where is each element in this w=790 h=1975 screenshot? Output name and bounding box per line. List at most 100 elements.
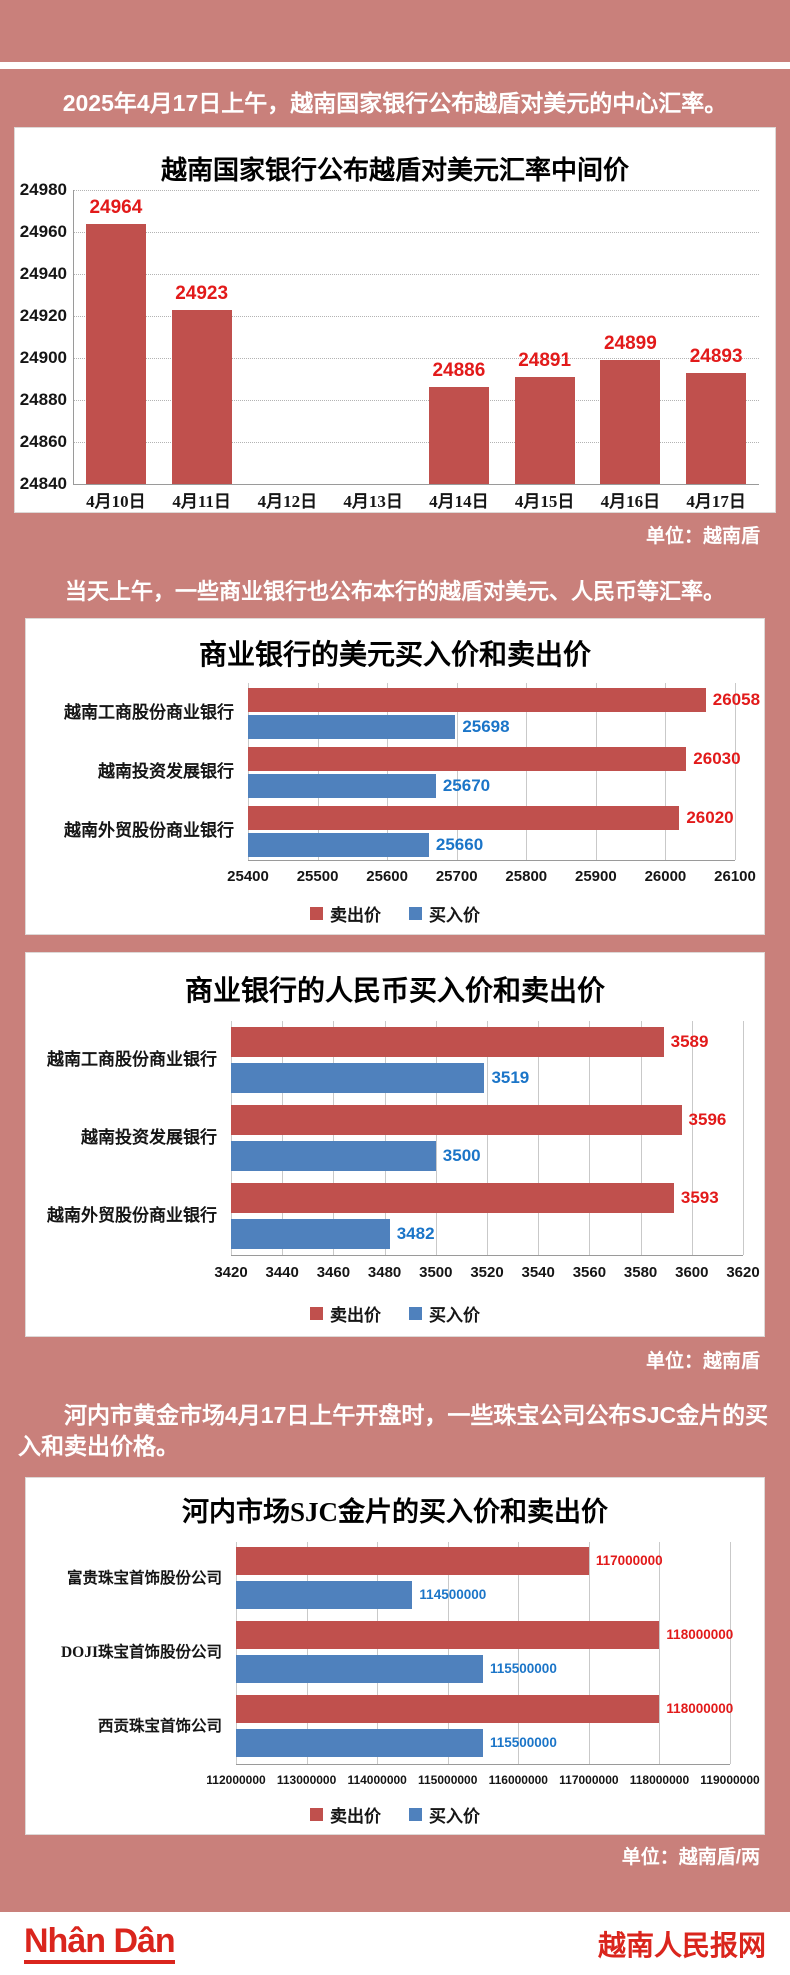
chart4-title: 河内市场SJC金片的买入价和卖出价 bbox=[181, 1497, 608, 1527]
chart-panel-sjc-gold: 河内市场SJC金片的买入价和卖出价 112000000 113000000 1140… bbox=[25, 1477, 765, 1835]
buy-legend-swatch bbox=[409, 1808, 422, 1821]
category-label: 越南工商股份商业银行 bbox=[64, 702, 234, 722]
x-axis-tick-label: 117000000 bbox=[559, 1773, 619, 1787]
grid-line bbox=[73, 232, 759, 233]
x-axis-tick-label: 25400 bbox=[227, 868, 269, 885]
grid-line bbox=[691, 1021, 693, 1255]
x-axis-tick-label: 3620 bbox=[726, 1264, 760, 1281]
legend-item: 买入价 bbox=[409, 1301, 480, 1326]
legend-label: 买入价 bbox=[429, 1807, 480, 1826]
legend-item: 卖出价 bbox=[310, 1802, 381, 1827]
chart4-plot-area: 112000000 113000000 114000000 115000000 1160… bbox=[26, 1478, 764, 1834]
grid-line bbox=[377, 1542, 379, 1764]
x-axis-line bbox=[231, 1255, 743, 1256]
x-axis-tick-label: 3540 bbox=[521, 1264, 555, 1281]
chart-panel-usd-rates: 商业银行的美元买入价和卖出价 25400 25500 25600 25700 25800… bbox=[25, 618, 765, 935]
x-axis-tick-label: 113000000 bbox=[276, 1773, 337, 1787]
chart-panel-cny-rates: 商业银行的人民币买入价和卖出价 3420 3440 3460 3480 3500 3520… bbox=[25, 952, 765, 1337]
x-axis-tick-label: 25900 bbox=[574, 868, 617, 885]
sell-bar bbox=[236, 1547, 589, 1575]
bar-value-label: 24923 bbox=[175, 282, 229, 304]
legend-item: 买入价 bbox=[409, 901, 480, 926]
sell-legend-swatch bbox=[310, 907, 323, 920]
grid-line bbox=[73, 400, 759, 401]
x-axis-tick-label: 112000000 bbox=[206, 1773, 266, 1787]
footer: Nhân Dân 越南人民报网 bbox=[0, 1912, 790, 1975]
x-axis-tick-label: 116000000 bbox=[488, 1773, 548, 1787]
buy-bar bbox=[231, 1219, 390, 1249]
grid-line bbox=[659, 1542, 661, 1764]
sell-bar bbox=[236, 1695, 660, 1723]
buy-bar bbox=[236, 1729, 483, 1757]
grid-line bbox=[248, 683, 249, 860]
legend-item: 卖出价 bbox=[310, 901, 381, 926]
x-axis-tick-label: 115000000 bbox=[418, 1773, 478, 1787]
sell-legend-swatch bbox=[310, 1307, 323, 1320]
grid-line bbox=[447, 1542, 449, 1764]
grid-line bbox=[282, 1021, 284, 1255]
y-axis-tick-label: 24960 bbox=[19, 222, 67, 241]
sell-bar bbox=[236, 1621, 660, 1649]
bar-value-label: 117000000 bbox=[595, 1553, 663, 1568]
sell-bar bbox=[248, 747, 687, 771]
grid-line bbox=[743, 1021, 744, 1255]
legend-item: 卖出价 bbox=[310, 1301, 381, 1326]
bar-value-label: 25670 bbox=[442, 776, 491, 795]
grid-line bbox=[538, 1021, 540, 1255]
bar bbox=[600, 360, 661, 484]
x-axis-tick-label: 25700 bbox=[435, 868, 478, 885]
bar-value-label: 3500 bbox=[442, 1146, 481, 1165]
x-axis-tick-label: 3480 bbox=[367, 1264, 402, 1281]
legend-item: 买入价 bbox=[409, 1802, 480, 1827]
bar-value-label: 24891 bbox=[518, 349, 572, 371]
bar-value-label: 115500000 bbox=[490, 1661, 557, 1676]
sell-bar bbox=[231, 1183, 674, 1213]
category-label: 越南投资发展银行 bbox=[98, 761, 234, 781]
y-axis-line bbox=[73, 190, 74, 484]
bar-value-label: 118000000 bbox=[666, 1701, 734, 1716]
x-category-label: 4月16日 bbox=[600, 492, 661, 511]
x-category-label: 4月13日 bbox=[343, 492, 403, 511]
x-axis-tick-label: 3520 bbox=[470, 1264, 504, 1281]
chart1-title: 越南国家银行公布越盾对美元汇率中间价 bbox=[160, 156, 629, 185]
bar-value-label: 24964 bbox=[89, 196, 143, 218]
y-axis-tick-label: 24920 bbox=[19, 306, 67, 325]
legend-label: 买入价 bbox=[429, 1306, 480, 1325]
sell-bar bbox=[231, 1027, 664, 1057]
bar-value-label: 25660 bbox=[435, 835, 484, 854]
grid-line bbox=[730, 1542, 731, 1764]
bar bbox=[171, 309, 232, 484]
y-axis-tick-label: 24940 bbox=[19, 264, 67, 283]
legend: 卖出价 买入价 bbox=[26, 1802, 764, 1827]
category-label: 西贡珠宝首饰公司 bbox=[97, 1718, 222, 1735]
bar-value-label: 24893 bbox=[689, 345, 743, 367]
grid-line bbox=[236, 1542, 237, 1764]
bar bbox=[428, 387, 489, 484]
nhandan-logo: Nhân Dân bbox=[24, 1923, 176, 1964]
chart-panel-central-rate: 越南国家银行公布越盾对美元汇率中间价 24840 24860 24880 24900 2… bbox=[14, 127, 776, 513]
grid-line bbox=[595, 683, 597, 860]
grid-line bbox=[589, 1021, 591, 1255]
grid-line bbox=[387, 683, 389, 860]
grid-line bbox=[588, 1542, 590, 1764]
bar-value-label: 118000000 bbox=[666, 1627, 734, 1642]
grid-line bbox=[333, 1021, 335, 1255]
grid-line bbox=[73, 190, 759, 191]
buy-legend-swatch bbox=[409, 1307, 422, 1320]
grid-line bbox=[487, 1021, 488, 1255]
bar-value-label: 24899 bbox=[603, 333, 657, 355]
chart2-plot-area: 25400 25500 25600 25700 25800 25900 26000 26100… bbox=[26, 619, 764, 934]
grid-line bbox=[435, 1021, 437, 1255]
bar-value-label: 3589 bbox=[670, 1032, 709, 1051]
x-axis-tick-label: 118000000 bbox=[629, 1773, 690, 1787]
chart1-plot-area: 24840 24860 24880 24900 24920 24940 24960 24980… bbox=[15, 128, 775, 512]
legend-label: 卖出价 bbox=[330, 906, 381, 925]
x-axis-tick-label: 26000 bbox=[644, 868, 687, 885]
bar-value-label: 3519 bbox=[491, 1068, 530, 1087]
grid-line bbox=[456, 683, 458, 860]
buy-bar bbox=[231, 1141, 436, 1171]
chart3-title: 商业银行的人民币买入价和卖出价 bbox=[184, 976, 605, 1007]
buy-legend-swatch bbox=[409, 907, 422, 920]
buy-bar bbox=[248, 715, 456, 739]
bar-value-label: 3596 bbox=[688, 1110, 727, 1129]
